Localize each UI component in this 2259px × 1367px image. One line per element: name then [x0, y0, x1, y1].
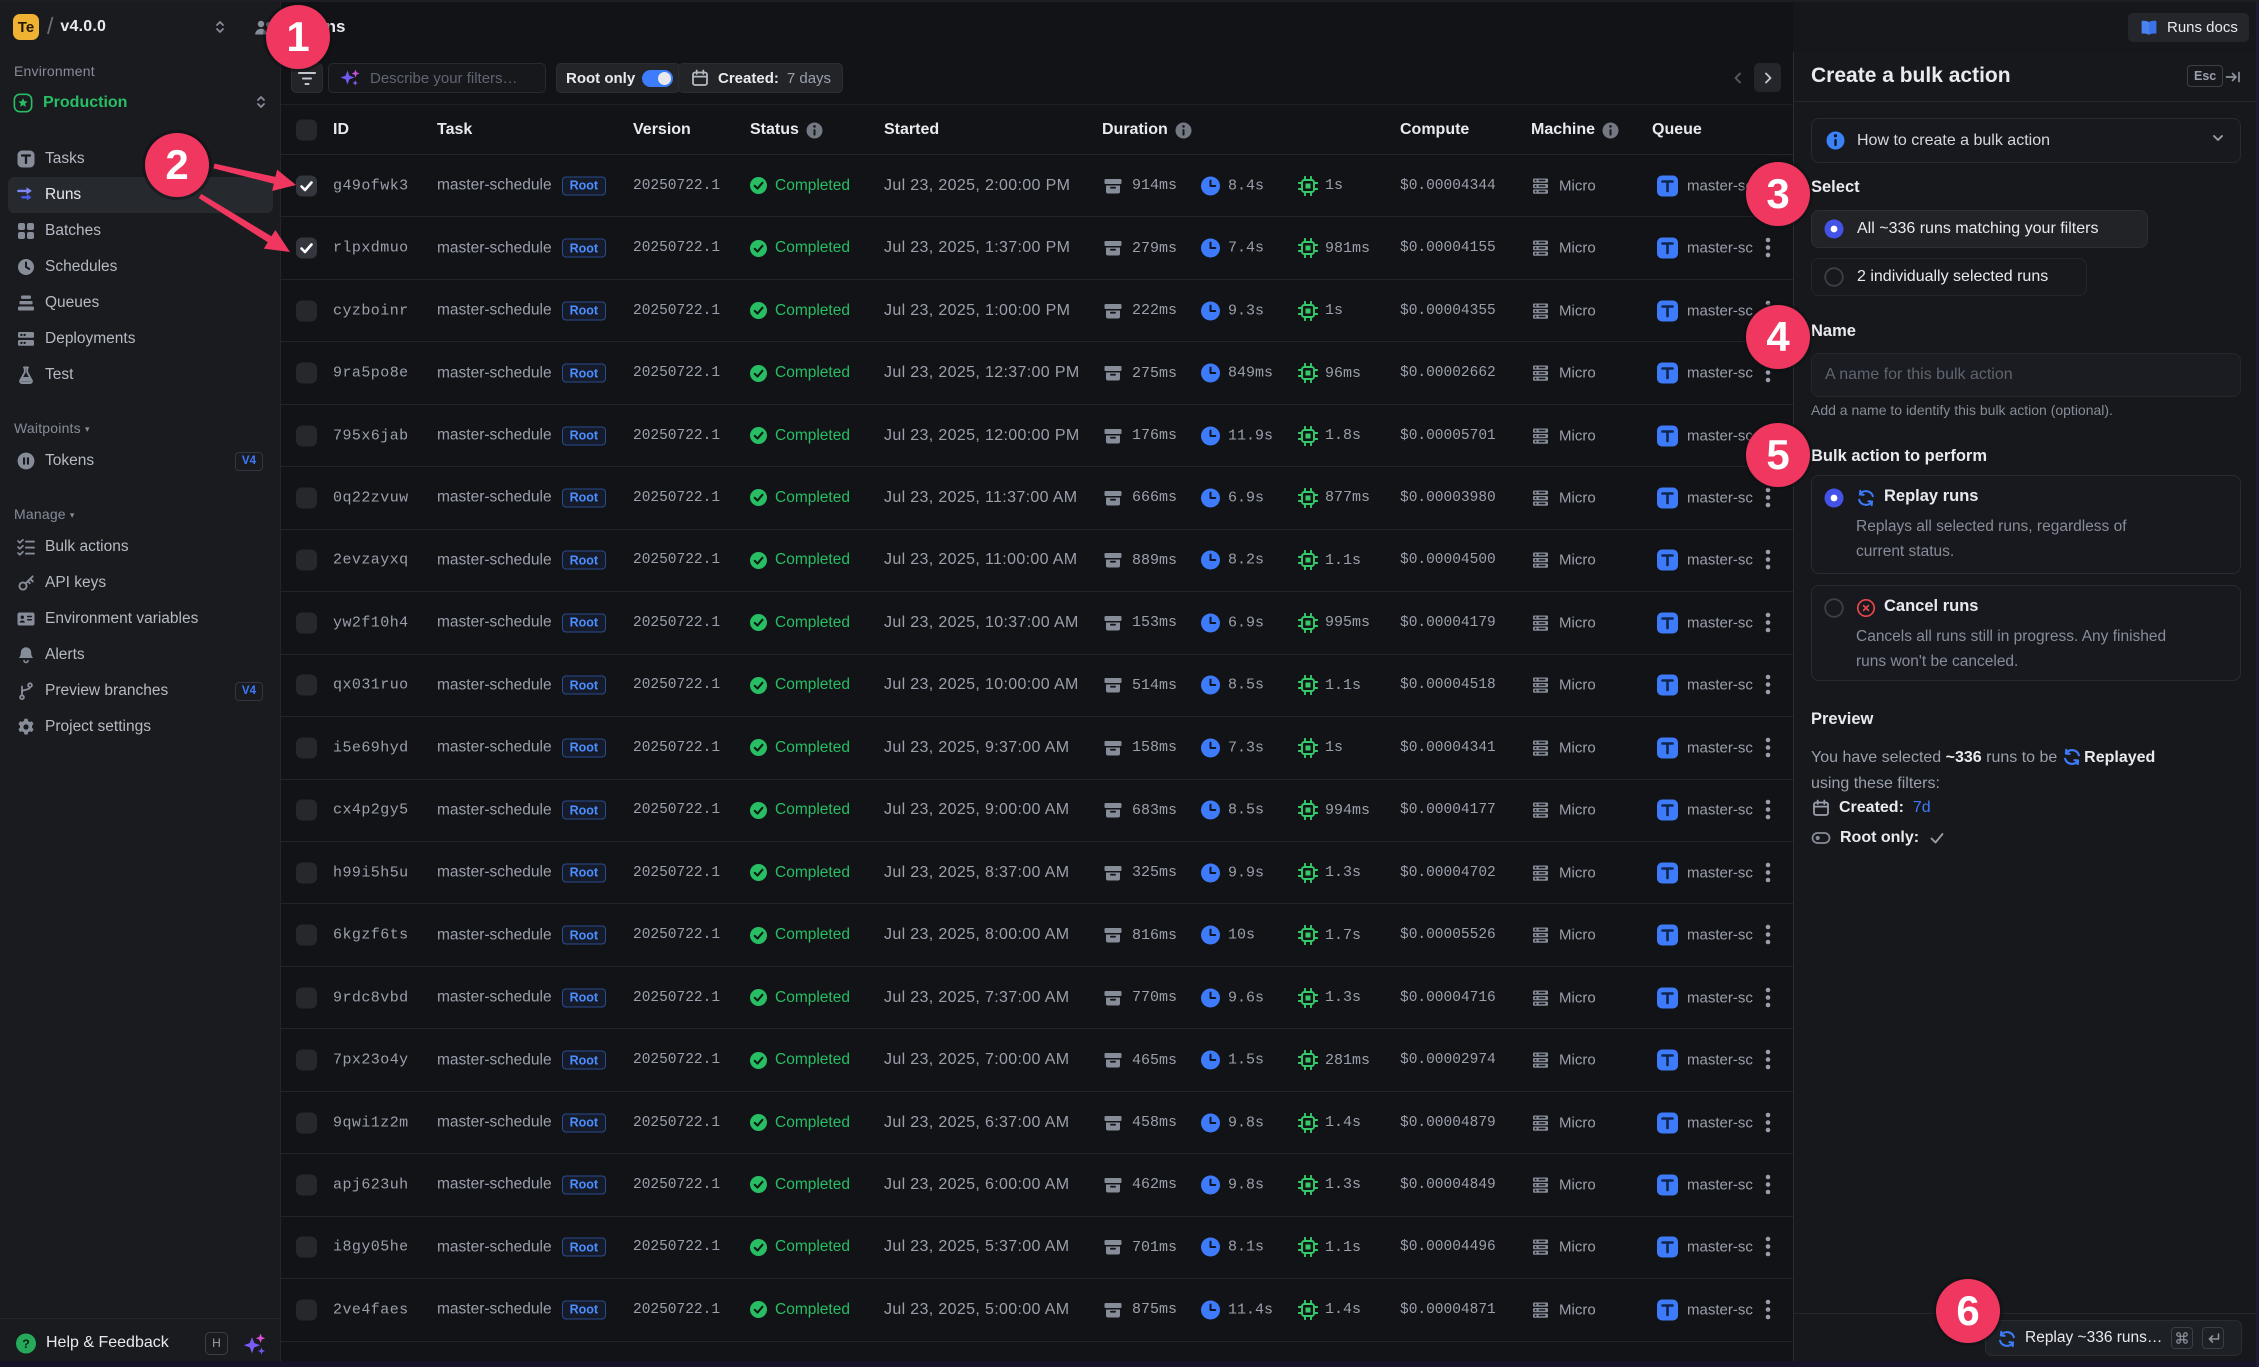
- svg-text:?: ?: [22, 1336, 30, 1350]
